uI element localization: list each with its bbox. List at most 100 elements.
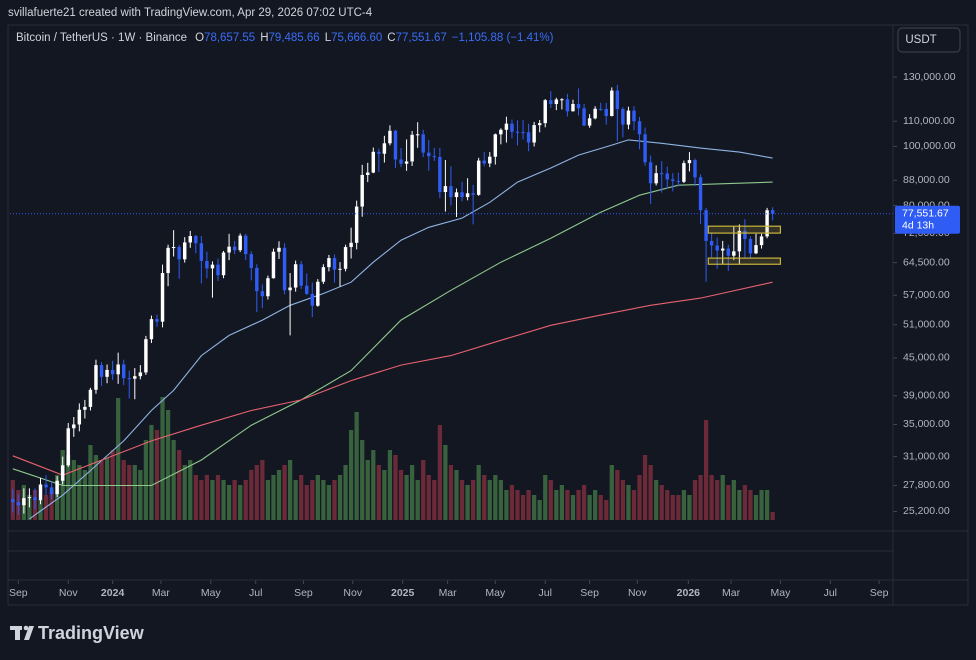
- volume-bar: [371, 450, 376, 520]
- volume-bar: [387, 450, 393, 520]
- volume-bar: [509, 485, 515, 520]
- volume-bar: [38, 500, 43, 520]
- volume-bar: [659, 485, 664, 520]
- volume-bar: [665, 490, 670, 520]
- candle-body: [22, 498, 26, 506]
- x-tick-label: Jul: [539, 587, 552, 599]
- candle-body: [476, 160, 481, 195]
- candle-body: [632, 110, 636, 122]
- currency-box[interactable]: [897, 27, 961, 53]
- candle-body: [598, 108, 603, 110]
- y-tick-label: 110,000.00: [903, 115, 955, 127]
- candle-body: [648, 162, 653, 184]
- volume-bar: [759, 490, 764, 520]
- candle-body: [399, 159, 403, 164]
- candle-body: [332, 258, 337, 270]
- volume-bar: [265, 480, 271, 520]
- volume-bar: [149, 425, 154, 520]
- volume-bar: [676, 495, 681, 520]
- volume-bar: [631, 490, 637, 520]
- ohlc-value: 78,657.55: [204, 32, 255, 44]
- candle-body: [482, 160, 486, 164]
- candle-body: [554, 99, 559, 104]
- volume-bar: [443, 445, 448, 520]
- candle-body: [404, 161, 409, 164]
- volume-bar: [598, 495, 603, 520]
- candle-body: [654, 173, 658, 184]
- volume-bar: [171, 440, 176, 520]
- candle-body: [83, 406, 87, 410]
- candle-body: [293, 264, 298, 288]
- volume-bar: [138, 470, 143, 520]
- candle-body: [149, 319, 154, 340]
- volume-bar: [764, 490, 770, 520]
- y-tick-label: 31,000.00: [903, 450, 950, 462]
- candle-body: [88, 389, 93, 407]
- ohlc-value: 75,666.60: [331, 32, 382, 44]
- candle-body: [366, 172, 370, 175]
- volume-bar: [465, 485, 470, 520]
- candle-body: [371, 151, 376, 173]
- volume-bar: [415, 480, 420, 520]
- x-tick-label: Mar: [722, 587, 741, 599]
- volume-bar: [448, 465, 454, 520]
- candle-body: [443, 186, 448, 193]
- x-tick-label: May: [201, 587, 222, 599]
- volume-bar: [482, 475, 487, 520]
- volume-bar: [188, 460, 193, 520]
- x-tick-label: Sep: [870, 587, 889, 599]
- volume-bar: [404, 475, 409, 520]
- volume-bar: [160, 397, 165, 520]
- volume-bar: [532, 495, 537, 520]
- candle-body: [421, 134, 425, 153]
- volume-bar: [548, 480, 553, 520]
- volume-bar: [99, 460, 104, 520]
- volume-bar: [287, 460, 293, 520]
- candle-body: [232, 246, 237, 251]
- volume-bar: [304, 485, 309, 520]
- price-zone: [707, 257, 782, 265]
- candle-body: [321, 267, 326, 282]
- volume-bar: [604, 500, 609, 520]
- volume-bar: [221, 480, 226, 520]
- volume-bar: [670, 495, 675, 520]
- candle-body: [249, 254, 253, 268]
- candle-body: [504, 123, 509, 130]
- candle-body: [171, 247, 176, 249]
- candle-body: [205, 260, 209, 269]
- volume-bar: [282, 465, 287, 520]
- candle-body: [277, 247, 281, 252]
- candle-body: [671, 179, 675, 181]
- candle-body: [488, 156, 492, 164]
- currency[interactable]: USDT: [905, 34, 936, 46]
- candle-body: [127, 378, 131, 380]
- candle-body: [543, 100, 547, 124]
- candle-body: [138, 372, 143, 377]
- candle-body: [316, 281, 320, 306]
- candle-body: [266, 278, 270, 297]
- y-tick-label: 39,000.00: [903, 390, 950, 402]
- volume-bar: [471, 480, 476, 520]
- volume-bar: [210, 480, 215, 520]
- volume-bar: [421, 460, 426, 520]
- volume-bar: [348, 430, 354, 520]
- candle-body: [726, 248, 730, 256]
- volume-bar: [310, 480, 315, 520]
- candle-body: [66, 428, 70, 466]
- candle-body: [427, 152, 431, 157]
- volume-bar: [731, 480, 736, 520]
- volume-bar: [260, 460, 265, 520]
- volume-bar: [559, 485, 564, 520]
- candle-body: [94, 365, 98, 390]
- volume-bar: [116, 398, 121, 520]
- brand-logo: [10, 625, 34, 640]
- candle-body: [615, 90, 620, 109]
- volume-bar: [182, 465, 187, 520]
- candle-body: [449, 186, 453, 198]
- candle-body: [637, 121, 642, 135]
- volume-bar: [554, 490, 559, 520]
- volume-bar: [454, 470, 459, 520]
- volume-bar: [88, 445, 93, 520]
- candle-body: [182, 242, 187, 260]
- candle-body: [11, 499, 15, 503]
